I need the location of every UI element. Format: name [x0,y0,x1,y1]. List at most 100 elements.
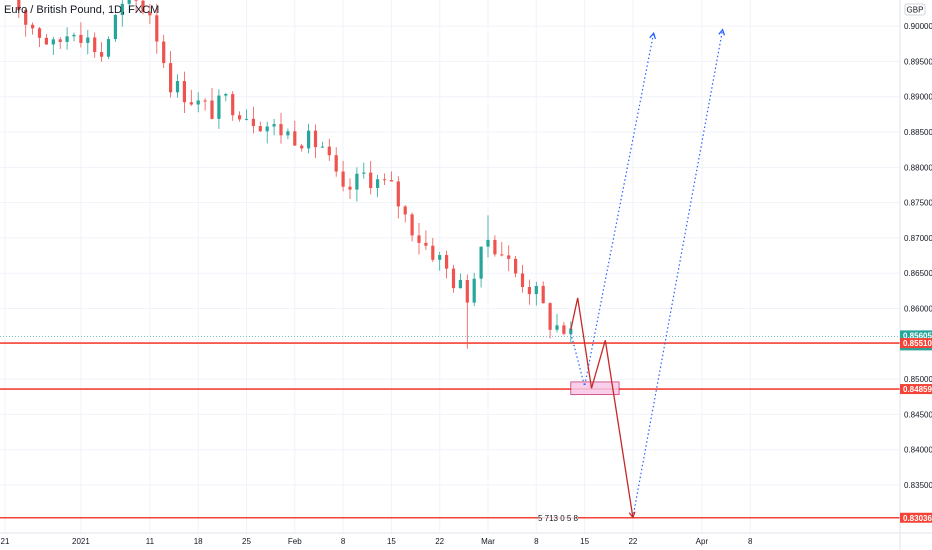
candle-body [424,242,428,246]
candle-body [58,39,62,42]
support-zone [570,381,620,396]
candle-body [389,180,393,182]
candle-body [134,0,138,1]
time-tick-label: 18 [194,537,203,546]
candle-body [155,15,159,42]
price-tick-label: 0.89500 [904,57,932,66]
time-tick-label: 22 [628,537,637,546]
price-tick-label: 0.90000 [904,22,932,31]
arrowhead-solid [628,511,636,519]
price-tick-label: 0.89000 [904,93,932,102]
candle-body [106,39,111,57]
candle-body [251,118,255,127]
candle-body [100,52,104,57]
candle-body [396,181,400,207]
price-tick-label: 0.87000 [904,234,932,243]
candle-body [238,115,242,120]
level-price-tag [900,512,932,523]
svg-text:GBP: GBP [907,6,924,15]
candle-body [265,126,269,132]
candle-body [493,239,497,255]
level-price-tag [900,338,932,349]
candle-body [189,102,193,105]
candle-body [182,81,186,103]
level-price-label: 0.84859 [903,385,932,394]
candle-body [348,186,352,190]
candle-body [417,235,421,243]
candle-body [341,171,345,187]
candle-body [500,254,504,256]
candle-body [65,36,69,42]
time-tick-label: 2021 [72,537,90,546]
candle-body [217,95,221,119]
candle-body [231,94,235,116]
time-axis[interactable]: 21 2021 11 18 25 Feb 8 15 22 Mar 8 15 22 Apr 8 [1,537,753,546]
candle-body [369,172,373,188]
candle-body [438,255,442,260]
price-axis[interactable]: 0.90000 0.89500 0.89000 0.88500 0.88000 0.875… [904,22,932,490]
candle-body [514,258,518,274]
candle-body [37,28,42,38]
candle-body [210,100,214,119]
candle-body [520,273,525,288]
candle-body [286,131,290,136]
currency-badge[interactable]: GBP [904,3,926,16]
candle-body [79,34,83,43]
horizontal-levels [0,335,900,519]
time-tick-label: 22 [435,537,444,546]
price-tick-label: 0.87500 [904,199,932,208]
time-tick-label: Mar [481,537,495,546]
candle-body [86,37,90,43]
symbol-title: Euro / British Pound, 1D, FXCM [4,4,159,16]
candle-body [382,179,387,181]
svg-text:5 713 0 5 8: 5 713 0 5 8 [538,514,579,523]
candle-body [113,14,117,40]
candle-body [148,12,152,16]
price-tick-label: 0.88500 [904,128,932,137]
bottom-event-badges[interactable]: 5 713 0 5 8 [538,514,579,523]
candle-body [203,100,207,102]
level-price-label: 0.85510 [903,339,932,348]
candle-body [72,34,76,37]
candle-body [244,118,249,120]
candle-body [479,246,483,279]
last-price-label: 0.85605 [903,331,932,340]
projections [570,28,726,519]
candle-body [127,0,131,4]
time-tick-label: 8 [748,537,753,546]
candle-body [258,126,262,132]
candle-body [548,303,552,330]
price-tick-label: 0.86500 [904,269,932,278]
candle-body [313,130,318,148]
candle-body [465,280,469,303]
time-tick-label: 8 [341,537,346,546]
candle-body [31,24,35,29]
price-tick-label: 0.84500 [904,410,932,419]
level-price-tag [900,384,932,395]
candle-body [224,94,228,96]
candle-body [355,173,359,190]
price-tick-label: 0.84000 [904,446,932,455]
candle-body [162,41,166,64]
level-price-label: 0.83036 [903,514,932,523]
price-tick-label: 0.88000 [904,163,932,172]
candle-body [451,268,456,289]
projection-dotted-2 [632,29,724,518]
arrowhead-dotted-1 [649,31,657,40]
arrowhead-dotted-2 [718,28,726,36]
projection-solid [570,297,634,518]
time-tick-label: Feb [288,537,302,546]
zone-rect [570,381,620,396]
candle-body [141,0,145,13]
time-tick-label: 15 [387,537,396,546]
candle-body [362,172,366,174]
time-tick-label: 15 [580,537,589,546]
candle-body [17,0,21,11]
candle-body [562,325,566,334]
candle-body [403,206,407,215]
candle-body [534,285,538,295]
candle-body [527,287,531,295]
candle-body [24,10,28,25]
